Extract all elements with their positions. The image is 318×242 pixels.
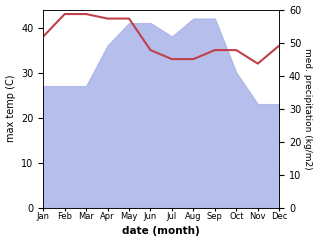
Y-axis label: max temp (C): max temp (C) bbox=[5, 75, 16, 142]
X-axis label: date (month): date (month) bbox=[122, 227, 200, 236]
Y-axis label: med. precipitation (kg/m2): med. precipitation (kg/m2) bbox=[303, 48, 313, 169]
